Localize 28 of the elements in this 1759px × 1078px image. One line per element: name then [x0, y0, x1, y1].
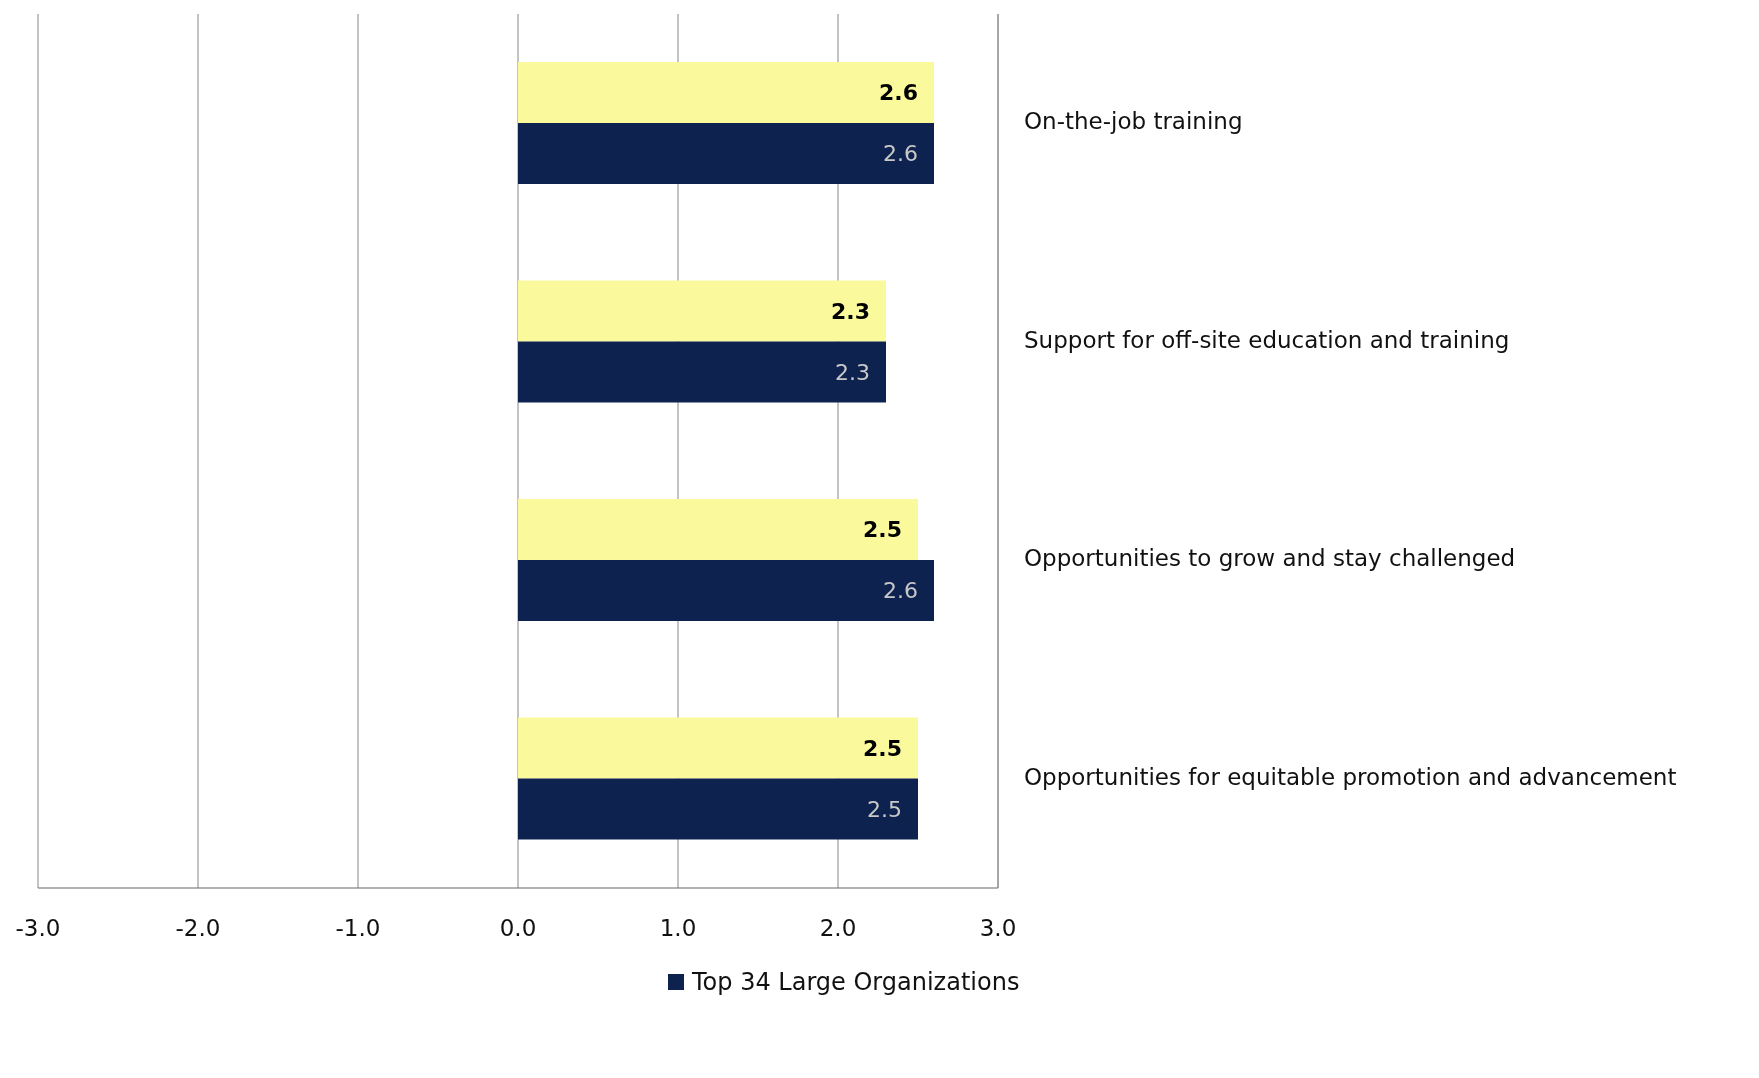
bar	[518, 123, 934, 185]
bar	[518, 499, 918, 561]
x-tick-label: 1.0	[659, 915, 697, 942]
data-label: 2.6	[883, 141, 918, 167]
y-tick-label: Opportunities to grow and stay challenged	[1024, 545, 1516, 572]
bar	[518, 560, 934, 622]
legend-label: Top 34 Large Organizations	[692, 968, 1020, 996]
bar	[518, 778, 918, 840]
x-tick-label: 3.0	[979, 915, 1017, 942]
y-tick-label: Opportunities for equitable promotion and advancement	[1024, 763, 1677, 790]
data-label: 2.6	[879, 80, 918, 106]
x-tick-label: -3.0	[15, 915, 61, 942]
y-tick-label: On-the-job training	[1024, 108, 1243, 135]
data-label: 2.5	[867, 796, 902, 822]
data-label: 2.3	[835, 359, 870, 385]
x-tick-label: 0.0	[499, 915, 537, 942]
y-tick-label: Support for off-site education and training	[1024, 326, 1510, 353]
data-label: 2.6	[883, 578, 918, 604]
bar	[518, 341, 886, 403]
x-tick-label: 2.0	[819, 915, 857, 942]
data-label: 2.5	[863, 735, 902, 761]
bar	[518, 62, 934, 124]
x-tick-label: -2.0	[175, 915, 221, 942]
bar	[518, 717, 918, 779]
data-label: 2.5	[863, 517, 902, 543]
data-label: 2.3	[831, 298, 870, 324]
bar	[518, 280, 886, 342]
x-tick-label: -1.0	[335, 915, 381, 942]
